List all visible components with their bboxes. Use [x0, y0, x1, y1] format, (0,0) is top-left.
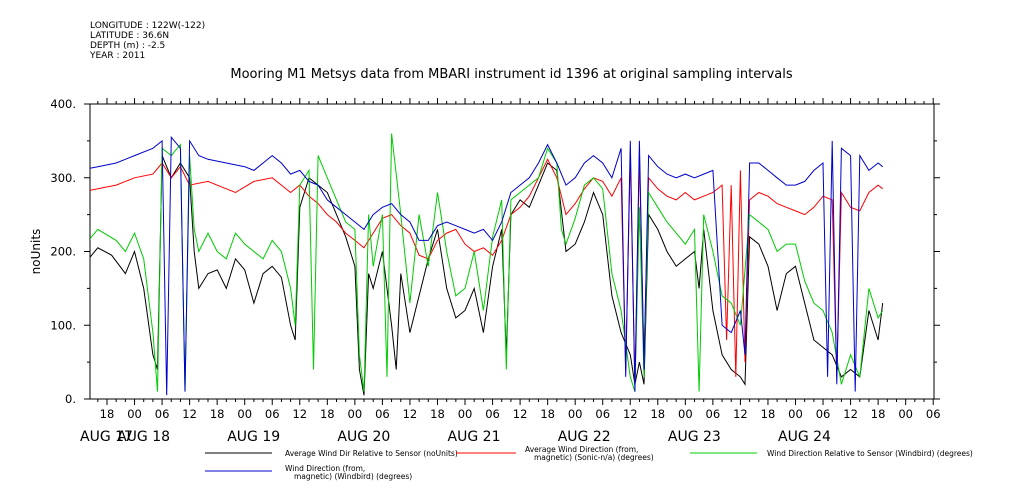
y-axis-label: noUnits — [29, 229, 43, 275]
chart-axes: 0. 100. 200. 300. 400. noUnits 18 00 06 12 18 00 06 1… — [29, 97, 941, 445]
x-tick-label: 00 — [348, 407, 363, 421]
x-date-label: AUG 23 — [668, 429, 721, 445]
x-tick-label: 18 — [100, 407, 115, 421]
y-tick-label: 100. — [50, 318, 76, 332]
x-tick-label: 06 — [375, 407, 390, 421]
x-tick-label: 12 — [513, 407, 528, 421]
x-tick-label: 06 — [595, 407, 610, 421]
x-tick-label: 00 — [898, 407, 913, 421]
x-tick-label: 18 — [761, 407, 776, 421]
series-line-3 — [90, 135, 884, 396]
x-tick-label: 06 — [155, 407, 170, 421]
chart-title: Mooring M1 Metsys data from MBARI instru… — [230, 67, 793, 82]
y-tick-label: 0. — [65, 392, 76, 406]
year-text: YEAR : 2011 — [90, 51, 146, 61]
y-tick-label: 300. — [50, 171, 76, 185]
legend: Average Wind Dir Relative to Sensor (noU… — [205, 445, 973, 481]
x-tick-label: 18 — [320, 407, 335, 421]
x-date-label: AUG 22 — [558, 429, 611, 445]
x-tick-label: 00 — [127, 407, 142, 421]
legend-label: Average Wind Dir Relative to Sensor (noU… — [285, 449, 458, 458]
x-tick-label: 00 — [788, 407, 803, 421]
series-line-2 — [90, 133, 884, 392]
x-tick-label: 18 — [650, 407, 665, 421]
x-tick-label: 00 — [237, 407, 252, 421]
x-date-label: AUG 24 — [778, 429, 831, 445]
legend-label: Average Wind Direction (from, — [525, 445, 638, 454]
plot-frame — [89, 103, 935, 400]
x-date-label: AUG 20 — [337, 429, 390, 445]
x-tick-label: 12 — [623, 407, 638, 421]
x-tick-label: 12 — [292, 407, 307, 421]
x-date-label: AUG 21 — [448, 429, 501, 445]
x-date-label: AUG 17 — [80, 429, 133, 445]
series-line-0 — [90, 155, 884, 396]
x-tick-label: 00 — [568, 407, 583, 421]
x-tick-label: 18 — [540, 407, 555, 421]
legend-label: Wind Direction Relative to Sensor (Windb… — [767, 449, 973, 458]
x-tick-label: 06 — [706, 407, 721, 421]
x-tick-label: 06 — [265, 407, 280, 421]
x-tick-label: 06 — [816, 407, 831, 421]
x-date-label: AUG 19 — [227, 429, 280, 445]
x-tick-label: 06 — [485, 407, 500, 421]
x-tick-label: 06 — [926, 407, 941, 421]
latitude-text: LATITUDE : 36.6N — [90, 31, 170, 41]
x-tick-label: 18 — [430, 407, 445, 421]
x-tick-label: 18 — [871, 407, 886, 421]
x-date-label: AUG 18 — [117, 429, 170, 445]
x-tick-label: 12 — [182, 407, 197, 421]
metadata-block: LONGITUDE : 122W(-122) LATITUDE : 36.6N … — [90, 21, 205, 61]
x-tick-label: 12 — [403, 407, 418, 421]
longitude-text: LONGITUDE : 122W(-122) — [90, 21, 206, 31]
series-line-1 — [90, 155, 884, 385]
series-group — [90, 133, 884, 396]
x-tick-label: 12 — [843, 407, 858, 421]
legend-label-line2: magnetic) (Sonic-n/a) (degrees) — [534, 453, 654, 462]
x-tick-label: 00 — [458, 407, 473, 421]
depth-text: DEPTH (m) : -2.5 — [90, 41, 166, 51]
x-tick-label: 18 — [210, 407, 225, 421]
y-tick-label: 400. — [50, 97, 76, 111]
x-tick-label: 12 — [733, 407, 748, 421]
x-tick-label: 00 — [678, 407, 693, 421]
legend-label-line2: magnetic) (Windbird) (degrees) — [294, 472, 412, 481]
legend-label: Wind Direction (from, — [285, 464, 365, 473]
y-tick-label: 200. — [50, 245, 76, 259]
